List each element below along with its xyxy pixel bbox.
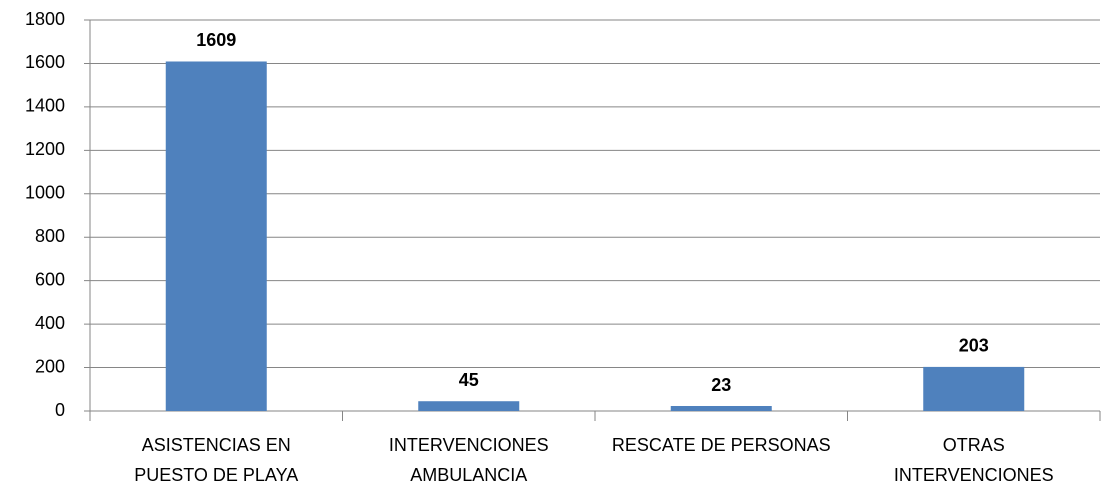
x-tick-label: ASISTENCIAS EN PUESTO DE PLAYA <box>134 435 299 485</box>
y-tick-label: 1800 <box>25 9 65 29</box>
y-tick-label: 800 <box>35 226 65 246</box>
y-tick-label: 400 <box>35 313 65 333</box>
y-tick-label: 200 <box>35 356 65 376</box>
data-label: 45 <box>459 370 479 390</box>
bar <box>418 401 520 411</box>
y-tick-label: 1400 <box>25 96 65 116</box>
x-tick-label: RESCATE DE PERSONAS <box>611 435 831 455</box>
x-tick-label: OTRAS INTERVENCIONES <box>893 435 1054 485</box>
data-label: 23 <box>711 375 731 395</box>
y-tick-label: 600 <box>35 269 65 289</box>
y-tick-label: 0 <box>55 400 65 420</box>
y-tick-label: 1000 <box>25 183 65 203</box>
data-label: 1609 <box>196 30 236 50</box>
bar <box>923 366 1025 411</box>
bar <box>165 61 267 412</box>
data-label: 203 <box>959 336 989 356</box>
bar <box>670 406 772 411</box>
y-tick-label: 1600 <box>25 52 65 72</box>
x-tick-label: INTERVENCIONES AMBULANCIA <box>388 435 549 485</box>
y-tick-label: 1200 <box>25 139 65 159</box>
